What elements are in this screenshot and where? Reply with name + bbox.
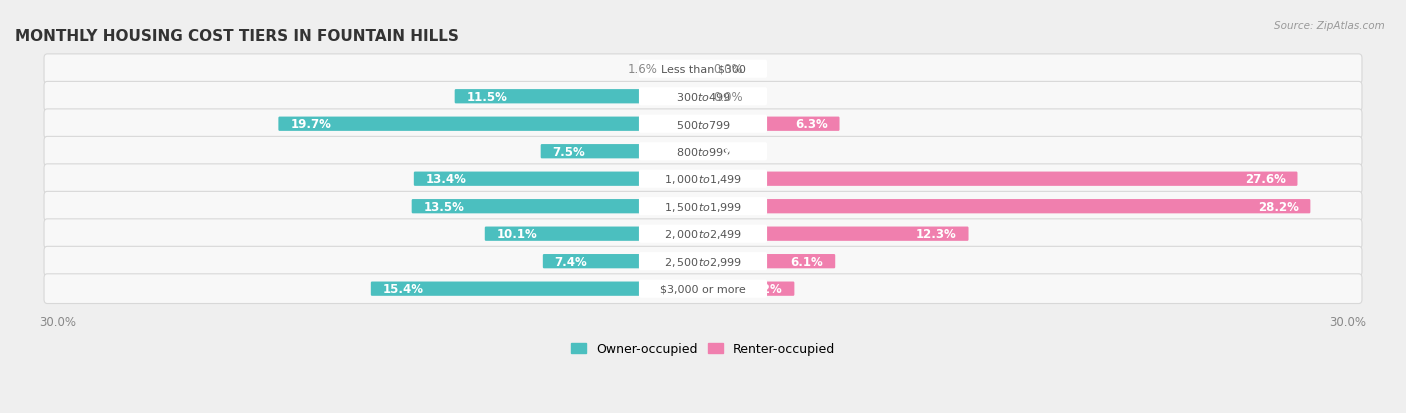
- FancyBboxPatch shape: [702, 227, 969, 241]
- FancyBboxPatch shape: [638, 198, 768, 216]
- Text: 15.4%: 15.4%: [382, 282, 423, 295]
- FancyBboxPatch shape: [412, 199, 704, 214]
- Text: $1,000 to $1,499: $1,000 to $1,499: [664, 173, 742, 186]
- FancyBboxPatch shape: [543, 254, 704, 269]
- Text: 11.5%: 11.5%: [467, 90, 508, 104]
- Text: Less than $300: Less than $300: [661, 64, 745, 75]
- Text: 12.3%: 12.3%: [915, 228, 956, 241]
- Legend: Owner-occupied, Renter-occupied: Owner-occupied, Renter-occupied: [567, 338, 839, 361]
- FancyBboxPatch shape: [638, 61, 768, 78]
- FancyBboxPatch shape: [702, 145, 766, 159]
- FancyBboxPatch shape: [44, 219, 1362, 249]
- FancyBboxPatch shape: [638, 170, 768, 188]
- FancyBboxPatch shape: [668, 62, 704, 77]
- FancyBboxPatch shape: [44, 109, 1362, 139]
- FancyBboxPatch shape: [413, 172, 704, 186]
- FancyBboxPatch shape: [638, 115, 768, 133]
- Text: 4.2%: 4.2%: [749, 282, 783, 295]
- Text: 19.7%: 19.7%: [290, 118, 330, 131]
- Text: 6.3%: 6.3%: [794, 118, 828, 131]
- Text: $800 to $999: $800 to $999: [675, 146, 731, 158]
- Text: MONTHLY HOUSING COST TIERS IN FOUNTAIN HILLS: MONTHLY HOUSING COST TIERS IN FOUNTAIN H…: [15, 28, 458, 43]
- Text: 1.6%: 1.6%: [628, 63, 658, 76]
- FancyBboxPatch shape: [638, 252, 768, 271]
- FancyBboxPatch shape: [638, 225, 768, 243]
- FancyBboxPatch shape: [44, 164, 1362, 194]
- Text: 0.0%: 0.0%: [714, 63, 744, 76]
- Text: 7.5%: 7.5%: [553, 145, 585, 158]
- Text: $500 to $799: $500 to $799: [675, 119, 731, 131]
- FancyBboxPatch shape: [638, 280, 768, 298]
- FancyBboxPatch shape: [541, 145, 704, 159]
- Text: 13.5%: 13.5%: [423, 200, 464, 213]
- Text: 10.1%: 10.1%: [496, 228, 537, 241]
- FancyBboxPatch shape: [44, 82, 1362, 112]
- FancyBboxPatch shape: [44, 274, 1362, 304]
- FancyBboxPatch shape: [638, 143, 768, 161]
- FancyBboxPatch shape: [44, 192, 1362, 221]
- Text: $300 to $499: $300 to $499: [675, 91, 731, 103]
- FancyBboxPatch shape: [702, 199, 1310, 214]
- Text: $2,500 to $2,999: $2,500 to $2,999: [664, 255, 742, 268]
- Text: $1,500 to $1,999: $1,500 to $1,999: [664, 200, 742, 213]
- Text: 6.1%: 6.1%: [790, 255, 824, 268]
- FancyBboxPatch shape: [485, 227, 704, 241]
- FancyBboxPatch shape: [702, 282, 794, 296]
- FancyBboxPatch shape: [278, 117, 704, 132]
- FancyBboxPatch shape: [702, 254, 835, 269]
- FancyBboxPatch shape: [44, 247, 1362, 276]
- Text: $2,000 to $2,499: $2,000 to $2,499: [664, 228, 742, 241]
- FancyBboxPatch shape: [44, 137, 1362, 167]
- Text: 7.4%: 7.4%: [554, 255, 588, 268]
- Text: Source: ZipAtlas.com: Source: ZipAtlas.com: [1274, 21, 1385, 31]
- FancyBboxPatch shape: [371, 282, 704, 296]
- FancyBboxPatch shape: [454, 90, 704, 104]
- Text: 13.4%: 13.4%: [426, 173, 467, 186]
- FancyBboxPatch shape: [702, 117, 839, 132]
- FancyBboxPatch shape: [638, 88, 768, 106]
- FancyBboxPatch shape: [44, 55, 1362, 84]
- Text: 27.6%: 27.6%: [1244, 173, 1285, 186]
- Text: 0.0%: 0.0%: [714, 90, 744, 104]
- Text: 2.9%: 2.9%: [721, 145, 755, 158]
- FancyBboxPatch shape: [702, 172, 1298, 186]
- Text: 28.2%: 28.2%: [1258, 200, 1299, 213]
- Text: $3,000 or more: $3,000 or more: [661, 284, 745, 294]
